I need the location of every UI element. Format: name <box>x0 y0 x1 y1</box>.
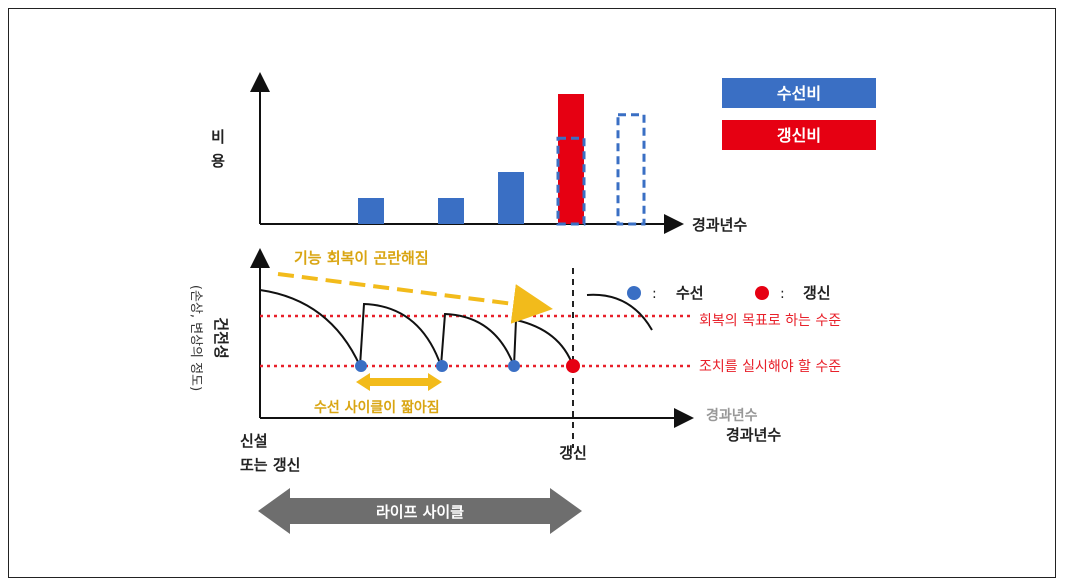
cycle-label: 수선 사이클이 짧아짐 <box>314 399 440 416</box>
repair-outline-bar <box>556 136 586 226</box>
top-bars <box>358 94 646 226</box>
bottom-x-label: 경과년수 <box>726 426 781 444</box>
renew-label: 갱신 <box>559 444 587 462</box>
bottom-y-label: 건전성 <box>212 317 230 358</box>
target-level-label: 회복의 목표로 하는 수준 <box>699 313 841 329</box>
legend-repair-label: 수선비 <box>777 84 821 103</box>
repair-bar <box>498 172 524 224</box>
legend-renewal-dot <box>755 286 769 300</box>
legend-repair-text: 수선 <box>676 284 704 302</box>
bottom-y-sublabel: (손상, 변상의 정도) <box>188 285 203 391</box>
renewal-dot <box>566 359 580 373</box>
legend-repair-box <box>722 78 876 108</box>
legend-renewal-text: 갱신 <box>803 284 831 302</box>
top-y-label-char1: 비 <box>211 128 225 146</box>
trend-label: 기능 회복이 곤란해짐 <box>294 249 429 267</box>
top-x-label: 경과년수 <box>692 216 747 234</box>
repair-bar <box>438 198 464 224</box>
renewal-bar <box>558 94 584 224</box>
legend-repair-dot <box>627 286 641 300</box>
start-label-line2: 또는 갱신 <box>240 456 300 474</box>
top-y-label-char2: 용 <box>211 152 225 170</box>
repair-dot-3 <box>508 360 520 372</box>
legend-renewal-box <box>722 120 876 150</box>
legend-repair-sep: : <box>652 286 657 302</box>
start-label-line1: 신설 <box>240 432 268 450</box>
legend-renewal-sep: : <box>780 286 785 302</box>
repair-dot-1 <box>355 360 367 372</box>
lifecycle-label: 라이프 사이클 <box>376 503 464 521</box>
legend-renewal-label: 갱신비 <box>777 126 821 145</box>
repair-dot-2 <box>436 360 448 372</box>
repair-outline-bar <box>616 113 646 226</box>
cycle-arrow <box>356 373 442 391</box>
trend-arrow <box>277 272 553 324</box>
repair-bar <box>358 198 384 224</box>
bottom-x-label-overlap: 경과년수 <box>706 407 758 424</box>
health-curve <box>259 289 653 367</box>
lifecycle-arrow <box>258 488 582 534</box>
action-level-label: 조치를 실시해야 할 수준 <box>699 359 841 375</box>
